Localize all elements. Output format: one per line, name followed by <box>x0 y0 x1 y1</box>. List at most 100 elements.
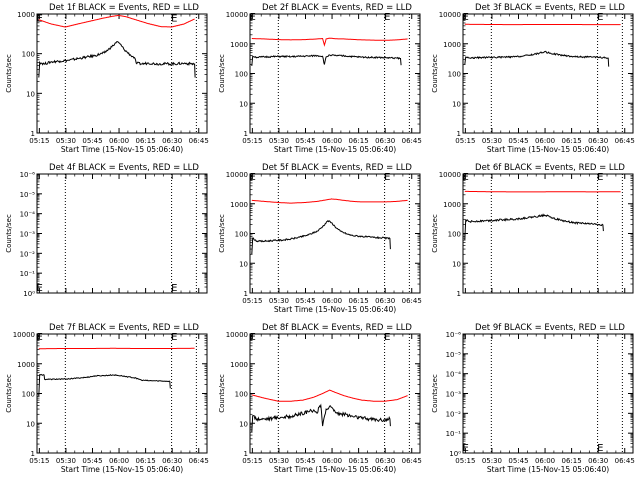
series-line-lld <box>251 37 408 47</box>
x-tick-label: 05:45 <box>295 457 315 465</box>
x-tick-label: 06:15 <box>136 137 156 145</box>
x-tick-label: 06:30 <box>375 457 395 465</box>
x-tick-label: 06:15 <box>349 297 369 305</box>
y-tick-label: 1 <box>244 130 248 138</box>
x-tick-label: 05:15 <box>29 457 49 465</box>
x-axis-label: Start Time (15-Nov-15 05:06:40) <box>274 465 396 474</box>
x-tick-label: 06:00 <box>322 297 342 305</box>
series-line-events <box>464 213 604 241</box>
y-tick-label: 10⁻³ <box>446 391 462 399</box>
chart-panel-8: Det 8f BLACK = Events, RED = LLD 1 10 100 10… <box>218 323 422 474</box>
x-tick-label: 05:15 <box>455 137 475 145</box>
chart-panel-4: Det 4f BLACK = Events, RED = LLD 10⁰ 10⁻¹ 1… <box>5 163 208 298</box>
y-tick-label: 1000 <box>443 201 461 209</box>
y-tick-label: 1 <box>31 130 35 138</box>
x-tick-label: 06:00 <box>322 137 342 145</box>
y-tick-label: 10⁻⁶ <box>446 331 462 339</box>
y-tick-label: 10⁻² <box>20 250 36 258</box>
x-tick-label: 06:30 <box>162 137 182 145</box>
series-line-lld <box>251 389 408 402</box>
x-tick-label: 06:00 <box>535 137 555 145</box>
y-axis-label: Counts/sec <box>5 54 13 93</box>
x-tick-label: 06:45 <box>402 457 422 465</box>
plot-frame <box>249 333 421 454</box>
y-tick-label: 10 <box>239 260 248 268</box>
x-tick-label: 06:00 <box>322 457 342 465</box>
y-tick-label: 1000 <box>230 361 248 369</box>
y-tick-label: 10⁻⁵ <box>446 351 462 359</box>
chart-title: Det 5f BLACK = Events, RED = LLD <box>262 163 412 173</box>
y-tick-label: 10000 <box>439 11 461 19</box>
energy-marker: E <box>462 443 468 454</box>
x-tick-label: 05:30 <box>56 137 76 145</box>
plot-frame <box>36 333 208 454</box>
y-axis-label: Counts/sec <box>431 54 439 93</box>
chart-panel-3: Det 3f BLACK = Events, RED = LLD 1 10 100 10… <box>431 3 635 154</box>
y-tick-label: 100 <box>448 71 461 79</box>
chart-title: Det 2f BLACK = Events, RED = LLD <box>262 3 412 13</box>
y-axis-label: Counts/sec <box>5 374 13 413</box>
energy-marker: E <box>597 12 603 23</box>
energy-marker: E <box>384 172 390 183</box>
y-tick-label: 100 <box>448 231 461 239</box>
chart-panel-2: Det 2f BLACK = Events, RED = LLD 1 10 100 10… <box>218 3 422 154</box>
y-tick-label: 100 <box>22 391 35 399</box>
y-tick-label: 10000 <box>439 171 461 179</box>
y-tick-label: 1000 <box>17 361 35 369</box>
chart-title: Det 1f BLACK = Events, RED = LLD <box>49 3 199 13</box>
series-line-lld <box>38 14 195 28</box>
chart-title: Det 4f BLACK = Events, RED = LLD <box>49 163 199 173</box>
y-tick-label: 1000 <box>230 41 248 49</box>
y-tick-label: 10000 <box>226 11 248 19</box>
x-tick-label: 06:30 <box>588 457 608 465</box>
x-tick-label: 05:15 <box>242 137 262 145</box>
y-tick-label: 10 <box>452 100 461 108</box>
y-tick-label: 100 <box>235 231 248 239</box>
y-tick-label: 10⁻⁵ <box>20 191 36 199</box>
y-tick-label: 1000 <box>17 11 35 19</box>
y-axis-label: Counts/sec <box>5 214 13 253</box>
x-tick-label: 06:30 <box>588 137 608 145</box>
y-tick-label: 100 <box>22 51 35 59</box>
y-axis-label: Counts/sec <box>218 374 226 413</box>
x-tick-label: 06:45 <box>615 137 635 145</box>
y-axis-label: Counts/sec <box>218 54 226 93</box>
x-tick-label: 06:15 <box>349 457 369 465</box>
series-line-events <box>251 403 391 433</box>
plot-frame <box>36 173 208 294</box>
y-tick-label: 1 <box>31 450 35 458</box>
x-tick-label: 05:45 <box>82 457 102 465</box>
x-tick-label: 05:45 <box>82 137 102 145</box>
x-tick-label: 05:45 <box>508 137 528 145</box>
y-tick-label: 10⁻¹ <box>20 270 36 278</box>
plot-frame <box>462 13 634 134</box>
y-tick-label: 1 <box>244 290 248 298</box>
y-axis-label: Counts/sec <box>431 374 439 413</box>
energy-marker: E <box>36 13 42 24</box>
x-tick-label: 05:15 <box>29 137 49 145</box>
x-axis-label: Start Time (15-Nov-15 05:06:40) <box>487 145 609 154</box>
energy-marker: E <box>384 12 390 23</box>
series-line-events <box>38 373 171 397</box>
y-tick-label: 1 <box>457 130 461 138</box>
energy-marker: E <box>384 332 390 343</box>
chart-panel-7: Det 7f BLACK = Events, RED = LLD 1 10 100 10… <box>5 323 209 474</box>
y-tick-label: 10⁰ <box>449 450 461 458</box>
series-line-events <box>251 54 402 66</box>
series-line-lld <box>251 198 408 204</box>
y-tick-label: 100 <box>235 71 248 79</box>
y-tick-label: 100 <box>235 391 248 399</box>
x-tick-label: 05:30 <box>269 297 289 305</box>
chart-title: Det 6f BLACK = Events, RED = LLD <box>475 163 625 173</box>
x-tick-label: 06:30 <box>375 137 395 145</box>
y-tick-label: 1 <box>244 450 248 458</box>
x-tick-label: 06:45 <box>402 137 422 145</box>
y-tick-label: 10⁻³ <box>20 231 36 239</box>
y-tick-label: 10 <box>26 420 35 428</box>
plot-frame <box>249 173 421 294</box>
x-tick-label: 06:00 <box>109 457 129 465</box>
chart-panel-9: Det 9f BLACK = Events, RED = LLD 10⁰ 10⁻¹ 1… <box>431 323 635 474</box>
y-tick-label: 10 <box>452 260 461 268</box>
energy-marker: E <box>462 172 468 183</box>
